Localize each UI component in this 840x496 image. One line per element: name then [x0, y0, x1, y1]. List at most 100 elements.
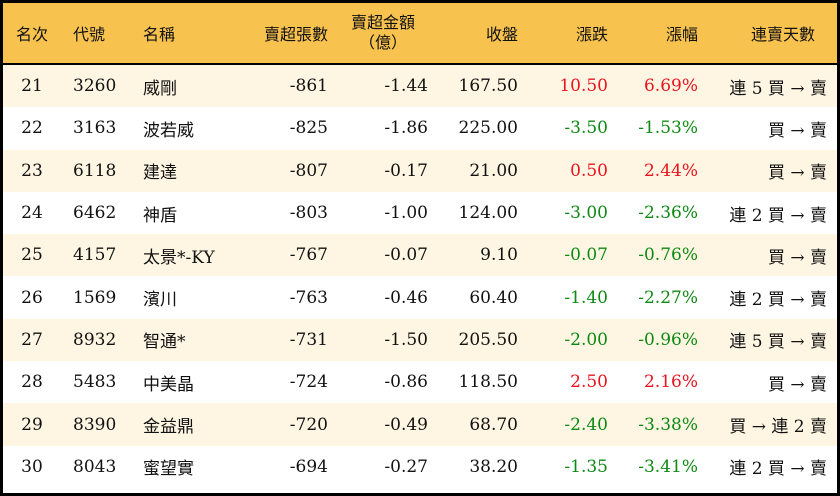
header-sell-amount-label: 賣超金額 — [350, 13, 415, 32]
header-sell-amount-unit: （億） — [358, 33, 407, 52]
cell-sell-shares: -825 — [289, 118, 328, 139]
cell-rank: 23 — [21, 160, 43, 181]
cell-change: -2.40 — [564, 414, 608, 435]
cell-code: 8390 — [73, 414, 117, 435]
cell-code: 5483 — [73, 372, 117, 393]
header-sell-amount: 賣超金額 （億） — [343, 3, 423, 63]
cell-name: 蜜望實 — [143, 459, 194, 480]
cell-sell-amount: -0.46 — [384, 287, 428, 308]
cell-name: 神盾 — [143, 205, 177, 226]
header-code: 代號 — [73, 25, 106, 44]
cell-streak: 買 → 賣 — [767, 247, 827, 268]
cell-change: -1.40 — [564, 287, 608, 308]
cell-streak: 連 2 買 → 賣 — [729, 459, 827, 480]
cell-streak: 連 2 買 → 賣 — [729, 290, 827, 311]
cell-change: -3.00 — [564, 203, 608, 224]
header-change: 漲跌 — [575, 25, 608, 44]
cell-name: 智通* — [143, 332, 186, 353]
cell-pct: -0.76% — [638, 245, 698, 266]
cell-name: 中美晶 — [143, 374, 194, 395]
header-pct: 漲幅 — [665, 25, 698, 44]
cell-pct: -1.53% — [638, 118, 698, 139]
net-sell-table: 名次 代號 名稱 賣超張數 賣超金額 （億） 收盤 漲跌 漲幅 連賣天數 21 3… — [3, 3, 837, 493]
cell-close: 60.40 — [469, 287, 518, 308]
cell-sell-shares: -861 — [289, 76, 328, 97]
cell-name: 威剛 — [143, 78, 177, 99]
cell-close: 124.00 — [458, 203, 518, 224]
header-streak: 連賣天數 — [750, 25, 815, 44]
cell-close: 38.20 — [469, 456, 518, 477]
cell-sell-amount: -0.07 — [384, 245, 428, 266]
table-row: 24 6462 神盾 -803 -1.00 124.00 -3.00 -2.36% 連 2 買 … — [3, 192, 837, 234]
cell-pct: -3.41% — [638, 456, 698, 477]
header-close: 收盤 — [485, 25, 518, 44]
cell-rank: 25 — [21, 245, 43, 266]
cell-name: 金益鼎 — [143, 417, 194, 438]
cell-streak: 連 2 買 → 賣 — [729, 205, 827, 226]
cell-rank: 24 — [21, 203, 43, 224]
cell-close: 225.00 — [458, 118, 518, 139]
cell-sell-amount: -1.86 — [384, 118, 428, 139]
header-sell-shares: 賣超張數 — [263, 25, 328, 44]
cell-pct: -2.27% — [638, 287, 698, 308]
cell-streak: 買 → 連 2 賣 — [729, 417, 827, 438]
cell-close: 205.50 — [458, 329, 518, 350]
cell-streak: 買 → 賣 — [767, 120, 827, 141]
header-rank: 名次 — [15, 25, 48, 44]
cell-change: -3.50 — [564, 118, 608, 139]
cell-pct: 2.44% — [643, 160, 698, 181]
cell-change: -0.07 — [564, 245, 608, 266]
cell-change: 0.50 — [570, 160, 608, 181]
cell-streak: 買 → 賣 — [767, 374, 827, 395]
cell-close: 118.50 — [458, 372, 518, 393]
cell-sell-amount: -0.86 — [384, 372, 428, 393]
header-name: 名稱 — [143, 25, 176, 44]
cell-streak: 連 5 買 → 賣 — [729, 332, 827, 353]
cell-name: 濱川 — [143, 290, 177, 311]
cell-rank: 27 — [21, 329, 43, 350]
cell-sell-shares: -724 — [289, 372, 328, 393]
cell-pct: -3.38% — [638, 414, 698, 435]
table-row: 25 4157 太景*-KY -767 -0.07 9.10 -0.07 -0.76% 買 → … — [3, 234, 837, 277]
cell-close: 9.10 — [480, 245, 518, 266]
cell-sell-shares: -803 — [289, 203, 328, 224]
table-row: 30 8043 蜜望實 -694 -0.27 38.20 -1.35 -3.41% 連 2 買 … — [3, 446, 837, 488]
cell-sell-shares: -807 — [289, 160, 328, 181]
cell-rank: 29 — [21, 414, 43, 435]
cell-change: 10.50 — [559, 76, 608, 97]
cell-code: 6462 — [73, 203, 117, 224]
cell-pct: -2.36% — [638, 203, 698, 224]
table-row: 23 6118 建達 -807 -0.17 21.00 0.50 2.44% 買 → 賣 — [3, 149, 837, 192]
cell-sell-amount: -0.27 — [384, 456, 428, 477]
cell-rank: 26 — [21, 287, 43, 308]
cell-rank: 28 — [21, 372, 43, 393]
cell-change: 2.50 — [570, 372, 608, 393]
cell-code: 8043 — [73, 456, 117, 477]
cell-rank: 21 — [21, 76, 43, 97]
cell-name: 建達 — [143, 163, 177, 184]
table-row: 26 1569 濱川 -763 -0.46 60.40 -1.40 -2.27% 連 2 買 →… — [3, 277, 837, 319]
cell-rank: 22 — [21, 118, 43, 139]
cell-code: 1569 — [73, 287, 117, 308]
cell-name: 波若威 — [143, 120, 194, 141]
cell-rank: 30 — [21, 456, 43, 477]
cell-close: 167.50 — [458, 76, 518, 97]
cell-change: -1.35 — [564, 456, 608, 477]
cell-sell-shares: -763 — [289, 287, 328, 308]
cell-sell-shares: -767 — [289, 245, 328, 266]
cell-code: 3260 — [73, 76, 117, 97]
cell-close: 21.00 — [469, 160, 518, 181]
table-header: 名次 代號 名稱 賣超張數 賣超金額 （億） 收盤 漲跌 漲幅 連賣天數 — [3, 3, 837, 65]
cell-sell-amount: -0.17 — [384, 160, 428, 181]
cell-code: 4157 — [73, 245, 117, 266]
cell-sell-amount: -0.49 — [384, 414, 428, 435]
table-row: 27 8932 智通* -731 -1.50 205.50 -2.00 -0.96% 連 5 買… — [3, 318, 837, 362]
cell-close: 68.70 — [469, 414, 518, 435]
cell-name: 太景*-KY — [143, 247, 215, 268]
table-row: 22 3163 波若威 -825 -1.86 225.00 -3.50 -1.53% 買 → 賣 — [3, 107, 837, 149]
cell-sell-shares: -731 — [289, 329, 328, 350]
table-row: 29 8390 金益鼎 -720 -0.49 68.70 -2.40 -3.38% 買 → 連 … — [3, 403, 837, 446]
cell-streak: 連 5 買 → 賣 — [729, 78, 827, 99]
cell-streak: 買 → 賣 — [767, 163, 827, 184]
cell-sell-amount: -1.00 — [384, 203, 428, 224]
